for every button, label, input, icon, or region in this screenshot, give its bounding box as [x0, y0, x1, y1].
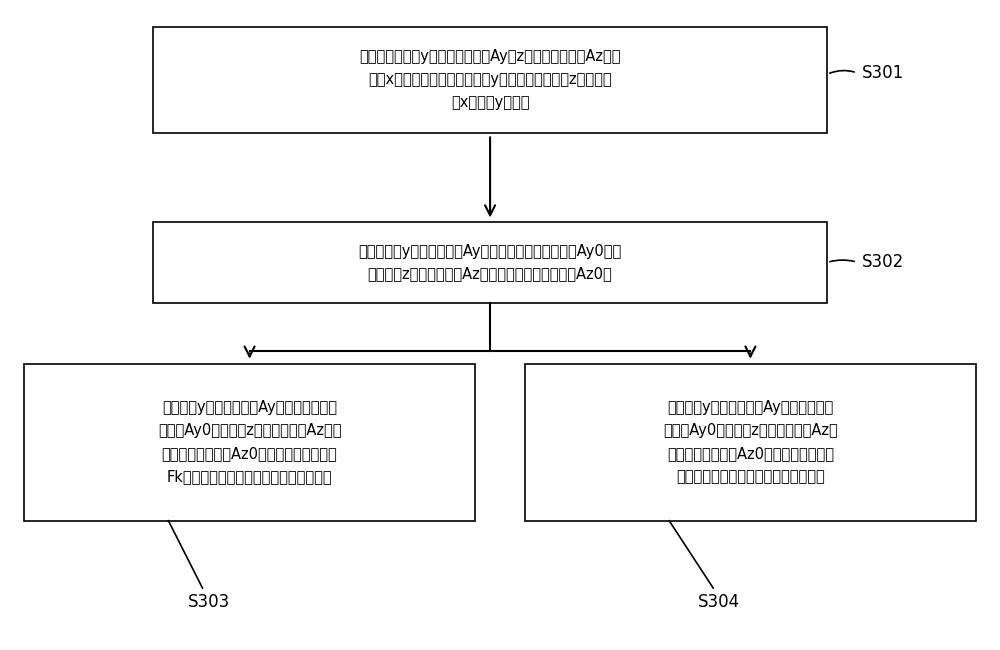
- Text: 当农机在y方向的加速度Ay不超过第一加速
度阈值Ay0且农机在z方向的加速度Az不超
过第二加速度阈值Az0，依次使用规划数组
Fk中的数据元素生成第一控制信号: 当农机在y方向的加速度Ay不超过第一加速 度阈值Ay0且农机在z方向的加速度Az…: [158, 400, 341, 484]
- FancyBboxPatch shape: [525, 363, 976, 521]
- Text: S302: S302: [862, 253, 904, 271]
- Text: 不断采集农机在y方向上的加速度Ay、z方向上的加速度Az；其
中，x方向为农机的前进方向，y方向为竖直方向，z方向垂直
于x方向和y方向；: 不断采集农机在y方向上的加速度Ay、z方向上的加速度Az；其 中，x方向为农机的…: [359, 49, 621, 110]
- FancyBboxPatch shape: [153, 27, 827, 133]
- FancyBboxPatch shape: [153, 222, 827, 302]
- FancyBboxPatch shape: [24, 363, 475, 521]
- Text: S301: S301: [862, 64, 904, 82]
- Text: 当农机在y方向的加速度Ay超过第一加速
度阈值Ay0或农机在z方向的加速度Az超
过第二加速度阈值Az0，输出第二控制信
号，使得农业机械的加速度不再增加。: 当农机在y方向的加速度Ay超过第一加速 度阈值Ay0或农机在z方向的加速度Az超…: [663, 400, 838, 484]
- Text: S303: S303: [188, 593, 230, 611]
- Text: S304: S304: [698, 593, 740, 611]
- Text: 判断农机在y方向的加速度Ay是否超过第一加速度阈值Ay0，以
及农机在z方向的加速度Az是否超过第二加速度阈值Az0；: 判断农机在y方向的加速度Ay是否超过第一加速度阈值Ay0，以 及农机在z方向的加…: [358, 244, 622, 281]
